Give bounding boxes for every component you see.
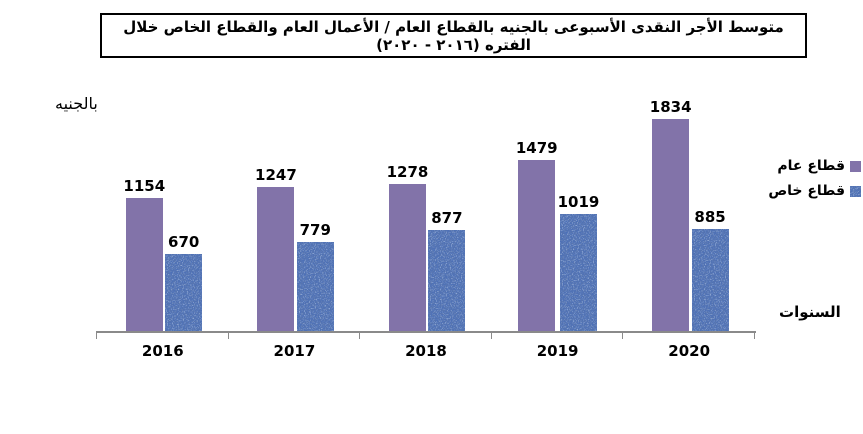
- x-axis-tick-labels: 2016 2017 2018 2019 2020: [97, 342, 755, 360]
- public-bar-column: 1834: [650, 99, 692, 332]
- year-label: 2020: [668, 342, 711, 360]
- axis-tick: [96, 333, 97, 339]
- x-axis-line: [96, 331, 756, 340]
- bar-public-sector: [518, 160, 556, 332]
- private-bar-column: 779: [296, 221, 334, 332]
- value-label: 1479: [515, 139, 558, 157]
- bar-public-sector: [388, 184, 426, 332]
- public-bar-column: 1154: [123, 178, 165, 332]
- bar-private-sector: [559, 214, 597, 332]
- value-label: 779: [299, 221, 331, 239]
- private-bar-column: 885: [691, 208, 729, 332]
- bar-group-2019: 1479 1019: [492, 95, 624, 332]
- bar-private-sector: [428, 230, 466, 332]
- private-sector-swatch: [850, 185, 861, 197]
- denim-texture: [850, 185, 861, 197]
- bar-public-sector: [125, 198, 163, 332]
- year-label: 2017: [273, 342, 316, 360]
- chart-title: متوسط الأجر النقدى الأسبوعى بالجنيه بالق…: [100, 13, 807, 58]
- bar-private-sector: [165, 254, 203, 332]
- private-bar-column: 1019: [557, 193, 600, 332]
- public-bar-column: 1479: [516, 140, 558, 332]
- bar-private-sector: [296, 242, 334, 332]
- legend: قطاع عام قطاع خاص: [768, 158, 861, 199]
- denim-texture: [559, 214, 597, 332]
- public-bar-column: 1247: [255, 167, 297, 332]
- bar-public-sector: [652, 119, 690, 332]
- denim-texture: [428, 230, 466, 332]
- bar-group-2020: 1834 885: [623, 95, 755, 332]
- value-label: 885: [694, 208, 726, 226]
- value-label: 670: [168, 233, 200, 251]
- legend-label-public: قطاع عام: [777, 158, 845, 174]
- value-label: 1019: [557, 193, 600, 211]
- y-axis-label: بالجنيه: [55, 94, 98, 113]
- public-sector-swatch: [850, 160, 861, 172]
- value-label: 1278: [386, 163, 429, 181]
- public-bar-column: 1278: [386, 163, 429, 332]
- value-label: 1154: [123, 177, 166, 195]
- legend-item-private: قطاع خاص: [768, 183, 861, 199]
- denim-texture: [296, 242, 334, 332]
- axis-tick: [491, 333, 492, 339]
- axis-tick: [754, 333, 755, 339]
- private-bar-column: 670: [165, 233, 203, 332]
- bar-public-sector: [257, 187, 295, 332]
- legend-label-private: قطاع خاص: [768, 183, 845, 199]
- axis-tick: [228, 333, 229, 339]
- year-label: 2016: [141, 342, 184, 360]
- year-label: 2018: [405, 342, 447, 360]
- value-label: 877: [431, 209, 463, 227]
- plot-area: 1154 670 1247 779 1278 877 1479 1019 1834 885: [97, 95, 755, 332]
- value-label: 1247: [255, 166, 297, 184]
- denim-texture: [165, 254, 203, 332]
- x-axis-label: السنوات: [779, 303, 841, 321]
- bar-private-sector: [691, 229, 729, 332]
- private-bar-column: 877: [428, 209, 466, 332]
- bar-group-2017: 1247 779: [229, 95, 361, 332]
- bar-group-2018: 1278 877: [360, 95, 492, 332]
- axis-tick: [359, 333, 360, 339]
- bar-group-2016: 1154 670: [97, 95, 229, 332]
- year-label: 2019: [536, 342, 579, 360]
- legend-item-public: قطاع عام: [777, 158, 861, 174]
- value-label: 1834: [649, 98, 692, 116]
- axis-tick: [622, 333, 623, 339]
- denim-texture: [691, 229, 729, 332]
